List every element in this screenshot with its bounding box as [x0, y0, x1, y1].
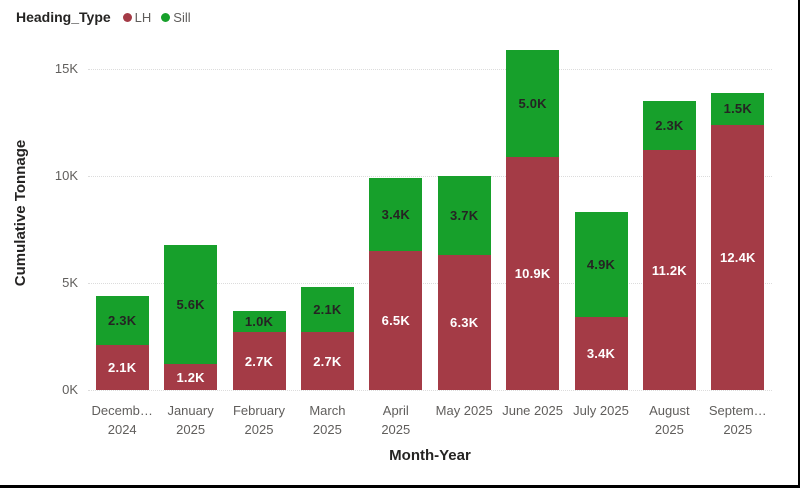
bar-value-label: 12.4K: [719, 249, 756, 265]
bar-segment-lh[interactable]: 11.2K: [642, 150, 696, 390]
gridline: [88, 69, 772, 70]
x-axis-label: July 2025: [573, 403, 629, 418]
bar-value-label: 1.0K: [244, 314, 274, 330]
bar-segment-sill[interactable]: 2.3K: [95, 295, 149, 346]
bar-segment-lh[interactable]: 10.9K: [506, 156, 560, 390]
y-tick-label: 15K: [54, 61, 78, 76]
bar-segment-lh[interactable]: 3.4K: [574, 317, 628, 390]
bar-segment-lh[interactable]: 2.1K: [95, 345, 149, 390]
y-tick-label: 0K: [62, 382, 78, 397]
x-axis-label: Septem… 2025: [708, 403, 767, 437]
bar-value-label: 2.1K: [108, 360, 137, 376]
legend: Heading_Type LH Sill: [16, 9, 191, 25]
bar-segment-sill[interactable]: 3.7K: [437, 176, 491, 256]
x-axis-label: June 2025: [502, 403, 563, 418]
bar-value-label: 2.7K: [313, 353, 342, 369]
x-axis-title: Month-Year: [389, 447, 471, 464]
legend-title: Heading_Type: [16, 9, 111, 25]
y-axis: 0K 5K 10K 15K: [0, 0, 78, 397]
legend-item-lh[interactable]: LH: [122, 9, 152, 25]
bar-segment-sill[interactable]: 3.4K: [369, 178, 423, 251]
bar-value-label: 5.6K: [176, 296, 205, 312]
y-tick-label: 10K: [54, 168, 78, 183]
bar-segment-sill[interactable]: 1.0K: [232, 310, 286, 333]
bar-segment-sill[interactable]: 5.0K: [506, 49, 560, 157]
legend-item-sill[interactable]: Sill: [161, 9, 191, 25]
bar-segment-lh[interactable]: 2.7K: [232, 332, 286, 390]
x-axis-label: Decemb… 2024: [91, 403, 153, 437]
bar-value-label: 1.5K: [723, 101, 752, 117]
bar-value-label: 2.3K: [108, 312, 137, 328]
legend-dot-icon: [161, 12, 171, 22]
bar-value-label: 3.4K: [381, 207, 410, 223]
bar-value-label: 2.1K: [313, 302, 342, 318]
legend-dot-icon: [122, 12, 132, 22]
bar-segment-sill[interactable]: 5.6K: [164, 244, 218, 365]
x-axis-label: January 2025: [167, 403, 214, 437]
gridline: [88, 283, 772, 284]
gridline: [88, 176, 772, 177]
bar-value-label: 1.2K: [176, 369, 205, 385]
x-axis-label: August 2025: [649, 403, 690, 437]
x-axis-label: February 2025: [232, 403, 285, 437]
x-axis-label: March 2025: [309, 403, 346, 437]
plot-area: 2.1K 2.3K 1.2K 5.6K 2.7K 1.0K 2.7K 2.1K 6.5K 3.4K…: [88, 0, 772, 391]
bar-segment-sill[interactable]: 2.1K: [300, 287, 354, 333]
x-axis-label: April 2025: [381, 403, 411, 437]
legend-item-label: LH: [134, 9, 152, 25]
bar-value-label: 3.4K: [586, 346, 616, 362]
bar-segment-sill[interactable]: 1.5K: [711, 92, 765, 125]
bar-value-label: 2.7K: [244, 353, 274, 369]
bar-value-label: 6.3K: [450, 315, 479, 331]
y-tick-label: 5K: [62, 275, 78, 290]
bar-value-label: 4.9K: [586, 257, 616, 273]
x-axis-label: May 2025: [435, 403, 493, 418]
bar-value-label: 2.3K: [655, 118, 684, 134]
gridline: [88, 390, 772, 391]
bar-segment-lh[interactable]: 12.4K: [711, 124, 765, 390]
bar-value-label: 11.2K: [651, 262, 687, 278]
legend-item-label: Sill: [173, 9, 191, 25]
bar-value-label: 10.9K: [514, 265, 551, 281]
bar-segment-lh[interactable]: 2.7K: [300, 332, 354, 390]
legend-items: LH Sill: [122, 9, 191, 25]
bar-segment-lh[interactable]: 6.5K: [369, 250, 423, 390]
bar-segment-lh[interactable]: 6.3K: [437, 255, 491, 390]
bar-segment-sill[interactable]: 4.9K: [574, 212, 628, 318]
bar-value-label: 5.0K: [518, 95, 547, 111]
bar-segment-lh[interactable]: 1.2K: [164, 364, 218, 390]
bar-segment-sill[interactable]: 2.3K: [642, 101, 696, 151]
bar-value-label: 3.7K: [450, 208, 479, 224]
bar-value-label: 6.5K: [381, 312, 410, 328]
x-axis: Decemb… 2024 January 2025 February 2025 Mar…: [88, 401, 772, 445]
